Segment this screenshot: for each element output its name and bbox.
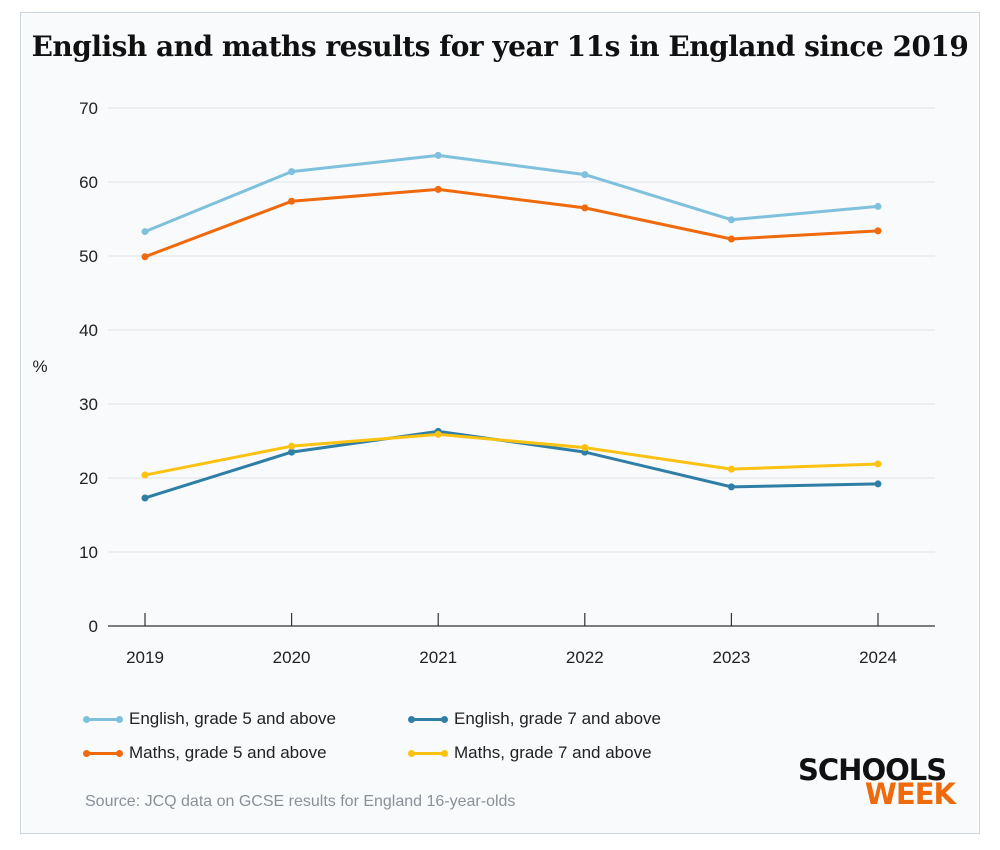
y-tick-label: 40 [79, 321, 98, 340]
series-line-3 [144, 432, 879, 477]
logo-line1: SCHOOLS [798, 753, 947, 787]
legend-maths-5: Maths, grade 5 and above [83, 743, 327, 763]
data-point [141, 228, 149, 236]
legend-label: Maths, grade 5 and above [129, 743, 327, 762]
legend-english-5: English, grade 5 and above [83, 709, 336, 729]
x-tick-label: 2019 [126, 648, 164, 667]
y-tick-label: 60 [79, 173, 98, 192]
y-tick-label: 70 [79, 99, 98, 118]
data-point [141, 494, 149, 502]
data-point [727, 235, 735, 243]
y-tick-label: 20 [79, 469, 98, 488]
y-tick-label: 0 [89, 617, 98, 636]
data-point [727, 216, 735, 224]
data-point [727, 483, 735, 491]
legend-english-7: English, grade 7 and above [408, 709, 661, 729]
legend-swatch [408, 715, 448, 723]
legend-swatch [83, 715, 123, 723]
data-point [434, 185, 442, 193]
y-tick-label: 30 [79, 395, 98, 414]
data-point [288, 448, 296, 456]
legend-label: Maths, grade 7 and above [454, 743, 652, 762]
data-point [581, 444, 589, 452]
legend-label: English, grade 5 and above [129, 709, 336, 728]
x-tick-label: 2020 [273, 648, 311, 667]
x-tick-label: 2023 [712, 648, 750, 667]
schools-week-logo: SCHOOLS WEEK [798, 753, 956, 811]
data-point [874, 460, 882, 468]
x-tick-label: 2024 [859, 648, 897, 667]
data-point [288, 168, 296, 176]
y-tick-label: 50 [79, 247, 98, 266]
x-tick-label: 2021 [419, 648, 457, 667]
data-point [288, 442, 296, 450]
legend-swatch [408, 749, 448, 757]
data-point [288, 197, 296, 205]
series-line-0 [144, 153, 879, 233]
chart-card [20, 12, 980, 834]
series-line-2 [144, 187, 879, 259]
chart-title: English and maths results for year 11s i… [31, 30, 969, 63]
data-point [141, 471, 149, 479]
data-point [874, 480, 882, 488]
data-point [581, 171, 589, 179]
legend-swatch [83, 749, 123, 757]
source-note: Source: JCQ data on GCSE results for Eng… [85, 793, 516, 810]
data-point [141, 253, 149, 261]
y-axis-label: % [32, 357, 47, 376]
data-point [874, 202, 882, 210]
y-tick-label: 10 [79, 543, 98, 562]
x-tick-label: 2022 [566, 648, 604, 667]
legend-label: English, grade 7 and above [454, 709, 661, 728]
data-point [727, 465, 735, 473]
data-point [434, 151, 442, 159]
data-point [434, 430, 442, 438]
data-point [581, 204, 589, 212]
legend-maths-7: Maths, grade 7 and above [408, 743, 652, 763]
logo-line2: WEEK [864, 777, 956, 811]
data-point [874, 227, 882, 235]
